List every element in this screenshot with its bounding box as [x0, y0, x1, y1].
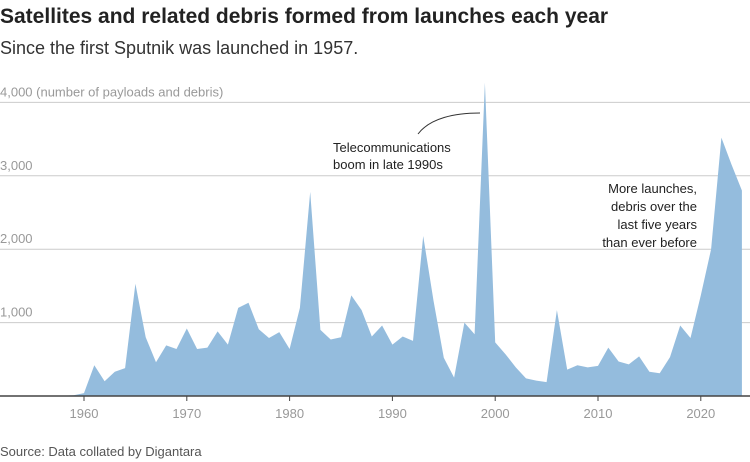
chart-subtitle: Since the first Sputnik was launched in …: [0, 38, 359, 58]
y-tick-label: 3,000: [0, 158, 33, 173]
area-series: [53, 82, 742, 396]
annotation-recent-line2: debris over the: [611, 199, 697, 214]
x-tick-label: 2020: [686, 406, 715, 421]
annotation-recent-line4: than ever before: [602, 235, 697, 250]
y-tick-label: 1,000: [0, 305, 33, 320]
y-tick-label: 4,000 (number of payloads and debris): [0, 84, 223, 99]
annotation-recent-line1: More launches,: [608, 181, 697, 196]
annotation-leader-line: [417, 112, 481, 135]
x-tick-label: 1980: [275, 406, 304, 421]
x-tick-label: 2000: [481, 406, 510, 421]
annotation-recent-line3: last five years: [618, 217, 698, 232]
annotation-telecom-line1: Telecommunications: [333, 140, 451, 155]
x-tick-label: 2010: [584, 406, 613, 421]
x-tick-label: 1960: [70, 406, 99, 421]
source-note: Source: Data collated by Digantara: [0, 444, 202, 459]
chart-title: Satellites and related debris formed fro…: [0, 5, 609, 28]
x-tick-label: 1990: [378, 406, 407, 421]
annotation-telecom-line2: boom in late 1990s: [333, 157, 443, 172]
y-tick-label: 2,000: [0, 231, 33, 246]
x-tick-label: 1970: [172, 406, 201, 421]
chart-area: 1,000 2,000 3,000 4,000 (number of payloads…: [0, 82, 750, 421]
